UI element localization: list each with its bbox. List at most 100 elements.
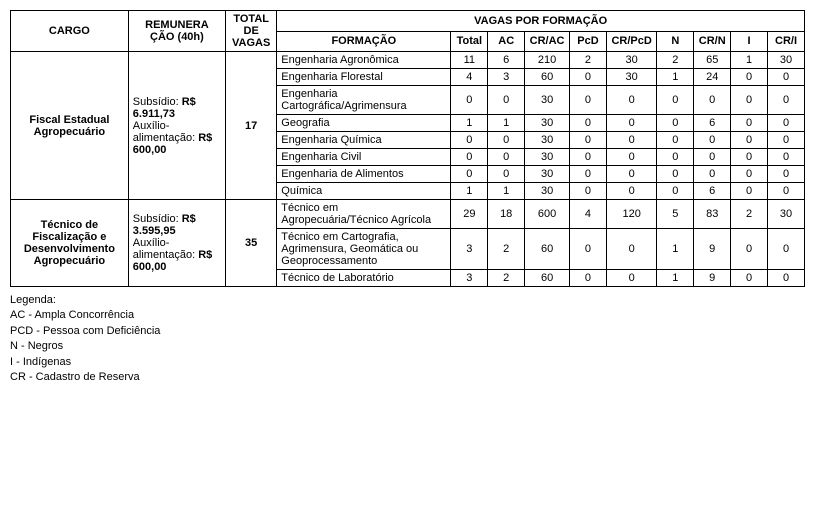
num-cell-n: 1 (657, 69, 694, 86)
num-cell-total: 3 (451, 270, 488, 287)
num-cell-crn: 0 (694, 86, 731, 115)
num-cell-n: 0 (657, 183, 694, 200)
num-cell-ac: 0 (488, 86, 525, 115)
num-cell-n: 1 (657, 229, 694, 270)
th-pcd: PcD (570, 31, 607, 52)
num-cell-ac: 0 (488, 132, 525, 149)
num-cell-cri: 0 (768, 132, 805, 149)
num-cell-i: 0 (731, 270, 768, 287)
num-cell-pcd: 0 (570, 229, 607, 270)
num-cell-i: 0 (731, 183, 768, 200)
num-cell-ac: 18 (488, 200, 525, 229)
legenda-line: AC - Ampla Concorrência (10, 308, 805, 323)
num-cell-crn: 6 (694, 183, 731, 200)
num-cell-ac: 0 (488, 166, 525, 183)
th-total-vagas: TOTAL DE VAGAS (226, 11, 277, 52)
num-cell-ac: 2 (488, 229, 525, 270)
num-cell-cri: 0 (768, 115, 805, 132)
num-cell-crpcd: 30 (606, 52, 657, 69)
num-cell-ac: 2 (488, 270, 525, 287)
num-cell-i: 0 (731, 86, 768, 115)
num-cell-total: 1 (451, 115, 488, 132)
num-cell-total: 11 (451, 52, 488, 69)
total-vagas-cell: 17 (226, 52, 277, 200)
num-cell-i: 2 (731, 200, 768, 229)
th-crpcd: CR/PcD (606, 31, 657, 52)
num-cell-crac: 60 (525, 270, 570, 287)
legenda-block: Legenda: AC - Ampla ConcorrênciaPCD - Pe… (10, 293, 805, 385)
num-cell-pcd: 0 (570, 183, 607, 200)
num-cell-crpcd: 0 (606, 270, 657, 287)
num-cell-crpcd: 0 (606, 115, 657, 132)
cargo-cell: Fiscal Estadual Agropecuário (11, 52, 129, 200)
formacao-cell: Técnico em Agropecuária/Técnico Agrícola (277, 200, 451, 229)
formacao-cell: Engenharia Florestal (277, 69, 451, 86)
num-cell-crac: 30 (525, 183, 570, 200)
num-cell-crn: 9 (694, 270, 731, 287)
num-cell-crn: 9 (694, 229, 731, 270)
num-cell-pcd: 0 (570, 132, 607, 149)
num-cell-total: 29 (451, 200, 488, 229)
th-i: I (731, 31, 768, 52)
num-cell-crac: 60 (525, 69, 570, 86)
num-cell-pcd: 0 (570, 69, 607, 86)
num-cell-crn: 24 (694, 69, 731, 86)
th-cargo: CARGO (11, 11, 129, 52)
num-cell-crpcd: 0 (606, 183, 657, 200)
num-cell-n: 5 (657, 200, 694, 229)
num-cell-crac: 30 (525, 132, 570, 149)
th-crac: CR/AC (525, 31, 570, 52)
num-cell-total: 0 (451, 149, 488, 166)
num-cell-i: 0 (731, 132, 768, 149)
legenda-line: CR - Cadastro de Reserva (10, 370, 805, 385)
num-cell-crpcd: 0 (606, 149, 657, 166)
num-cell-total: 0 (451, 166, 488, 183)
th-crn: CR/N (694, 31, 731, 52)
table-row: Fiscal Estadual AgropecuárioSubsídio: R$… (11, 52, 805, 69)
num-cell-crac: 30 (525, 166, 570, 183)
num-cell-total: 4 (451, 69, 488, 86)
th-n: N (657, 31, 694, 52)
num-cell-n: 0 (657, 86, 694, 115)
formacao-cell: Técnico em Cartografia, Agrimensura, Geo… (277, 229, 451, 270)
num-cell-cri: 0 (768, 69, 805, 86)
num-cell-crac: 60 (525, 229, 570, 270)
num-cell-cri: 0 (768, 229, 805, 270)
num-cell-crpcd: 0 (606, 229, 657, 270)
num-cell-i: 0 (731, 69, 768, 86)
num-cell-n: 0 (657, 132, 694, 149)
num-cell-crac: 30 (525, 86, 570, 115)
num-cell-crn: 0 (694, 166, 731, 183)
formacao-cell: Química (277, 183, 451, 200)
legenda-title: Legenda: (10, 293, 805, 308)
th-total: Total (451, 31, 488, 52)
num-cell-crn: 83 (694, 200, 731, 229)
legenda-line: PCD - Pessoa com Deficiência (10, 324, 805, 339)
num-cell-pcd: 0 (570, 270, 607, 287)
num-cell-ac: 1 (488, 115, 525, 132)
num-cell-pcd: 0 (570, 149, 607, 166)
num-cell-pcd: 0 (570, 86, 607, 115)
num-cell-total: 1 (451, 183, 488, 200)
num-cell-crpcd: 120 (606, 200, 657, 229)
num-cell-crn: 0 (694, 132, 731, 149)
num-cell-ac: 6 (488, 52, 525, 69)
num-cell-i: 0 (731, 149, 768, 166)
num-cell-pcd: 0 (570, 115, 607, 132)
num-cell-total: 3 (451, 229, 488, 270)
num-cell-n: 1 (657, 270, 694, 287)
num-cell-n: 0 (657, 166, 694, 183)
formacao-cell: Técnico de Laboratório (277, 270, 451, 287)
num-cell-cri: 0 (768, 166, 805, 183)
num-cell-i: 0 (731, 166, 768, 183)
num-cell-crn: 65 (694, 52, 731, 69)
num-cell-crpcd: 0 (606, 132, 657, 149)
formacao-cell: Geografia (277, 115, 451, 132)
num-cell-n: 0 (657, 149, 694, 166)
formacao-cell: Engenharia Cartográfica/Agrimensura (277, 86, 451, 115)
formacao-cell: Engenharia Agronômica (277, 52, 451, 69)
legenda-line: N - Negros (10, 339, 805, 354)
num-cell-ac: 3 (488, 69, 525, 86)
num-cell-crpcd: 30 (606, 69, 657, 86)
th-cri: CR/I (768, 31, 805, 52)
